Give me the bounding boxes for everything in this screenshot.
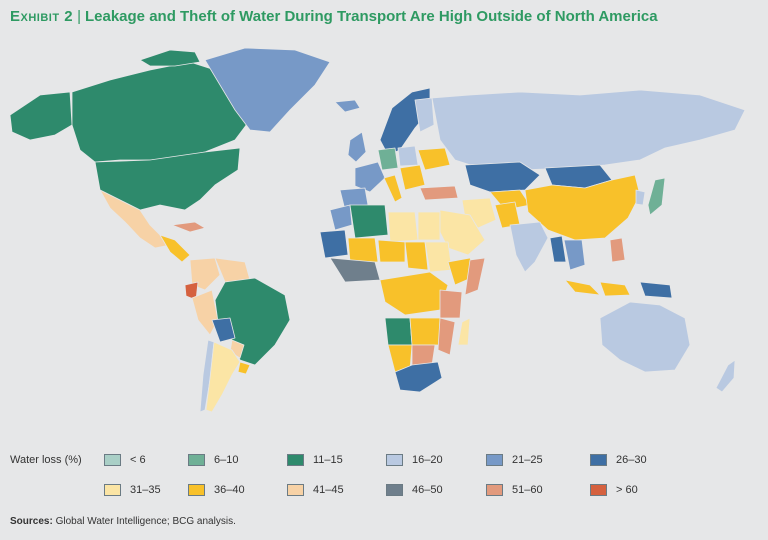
region-libya: [387, 211, 419, 243]
legend: Water loss (%) < 6 6–10 11–15 16–20 21–2…: [0, 446, 768, 506]
region-ukraine: [417, 147, 451, 171]
region-somalia: [464, 257, 486, 296]
region-russia: [431, 89, 746, 171]
region-egypt: [417, 211, 441, 241]
legend-swatch: [287, 454, 304, 466]
region-france: [354, 161, 386, 193]
region-zambia: [409, 317, 441, 346]
region-mauritania: [319, 229, 349, 259]
legend-swatch: [188, 484, 205, 496]
legend-item: 41–45: [287, 484, 344, 496]
region-germany: [377, 147, 399, 171]
region-poland: [397, 145, 419, 167]
legend-swatch: [386, 454, 403, 466]
region-iceland: [334, 99, 361, 113]
legend-label: 41–45: [313, 484, 344, 496]
legend-label: < 6: [130, 454, 146, 466]
region-india: [509, 221, 549, 273]
region-sudan: [424, 241, 453, 273]
region-uruguay: [237, 361, 251, 375]
region-greenland: [204, 47, 331, 133]
region-korea: [635, 189, 646, 206]
region-algeria: [349, 204, 389, 239]
legend-label: 11–15: [313, 454, 343, 466]
legend-item: 11–15: [287, 454, 343, 466]
legend-swatch: [486, 454, 503, 466]
legend-item: 31–35: [104, 484, 161, 496]
legend-label: 21–25: [512, 454, 543, 466]
legend-label: 46–50: [412, 484, 443, 496]
legend-title: Water loss (%): [10, 454, 82, 466]
legend-swatch: [104, 454, 121, 466]
region-venezuela: [214, 257, 251, 283]
sources-note: Sources: Global Water Intelligence; BCG …: [10, 516, 236, 527]
region-botswana: [411, 344, 436, 366]
legend-swatch: [287, 484, 304, 496]
region-turkey: [419, 185, 459, 201]
region-uk: [347, 131, 367, 163]
chart-title: Exhibit 2 | Leakage and Theft of Water Dur…: [10, 8, 658, 25]
region-argentina: [205, 341, 241, 413]
region-indonesia-west: [564, 279, 601, 296]
legend-swatch: [590, 454, 607, 466]
legend-item: > 60: [590, 484, 638, 496]
legend-swatch: [188, 454, 205, 466]
region-balkans: [399, 164, 426, 191]
legend-swatch: [386, 484, 403, 496]
region-angola: [384, 317, 413, 346]
region-peru: [191, 289, 219, 336]
region-indochina: [563, 239, 586, 271]
legend-swatch: [486, 484, 503, 496]
legend-swatch: [104, 484, 121, 496]
world-map: [9, 47, 746, 413]
region-mali: [347, 237, 379, 263]
region-central-america: [159, 234, 191, 263]
region-japan: [647, 177, 666, 216]
region-australia: [599, 301, 691, 373]
region-myanmar: [549, 235, 567, 263]
region-philippines: [609, 237, 626, 263]
region-south-africa: [394, 361, 443, 393]
region-mozambique: [437, 317, 456, 356]
exhibit-number: Exhibit 2: [10, 8, 74, 25]
region-china: [524, 174, 641, 241]
sources-text: Global Water Intelligence; BCG analysis.: [55, 516, 236, 527]
region-new-zealand: [715, 359, 736, 393]
legend-item: < 6: [104, 454, 146, 466]
title-separator: |: [77, 8, 81, 25]
legend-label: 31–35: [130, 484, 161, 496]
legend-label: 51–60: [512, 484, 543, 496]
legend-item: 6–10: [188, 454, 238, 466]
region-italy: [383, 174, 403, 203]
legend-label: 6–10: [214, 454, 239, 466]
region-indonesia-east: [599, 281, 631, 297]
region-caribbean: [171, 221, 206, 233]
region-canada-arctic: [139, 49, 201, 67]
legend-item: 51–60: [486, 484, 543, 496]
legend-item: 16–20: [386, 454, 443, 466]
legend-item: 21–25: [486, 454, 543, 466]
region-finland: [414, 97, 435, 133]
region-central-africa: [379, 271, 449, 316]
region-alaska: [9, 91, 73, 141]
legend-item: 46–50: [386, 484, 443, 496]
title-text: Leakage and Theft of Water During Transp…: [84, 8, 658, 25]
region-west-africa-coast: [329, 257, 381, 283]
region-bolivia: [211, 317, 236, 343]
legend-label: 16–20: [412, 454, 443, 466]
region-chad: [404, 241, 429, 271]
legend-swatch: [590, 484, 607, 496]
region-east-africa: [439, 289, 463, 319]
legend-label: > 60: [616, 484, 638, 496]
legend-label: 26–30: [616, 454, 647, 466]
region-madagascar: [457, 317, 471, 346]
sources-label: Sources:: [10, 516, 53, 527]
legend-item: 26–30: [590, 454, 647, 466]
legend-label: 36–40: [214, 484, 245, 496]
region-niger: [377, 239, 406, 263]
region-new-guinea: [639, 281, 673, 299]
legend-item: 36–40: [188, 484, 245, 496]
region-morocco: [329, 204, 353, 231]
